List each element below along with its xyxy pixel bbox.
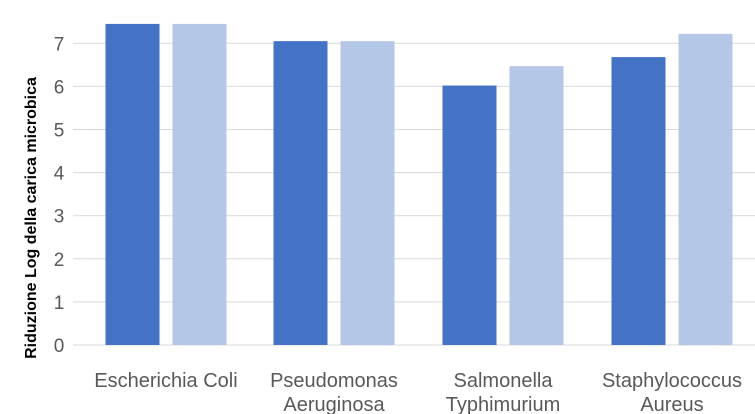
x-category-line: Staphylococcus — [602, 370, 742, 392]
x-category-line: Aeruginosa — [283, 394, 385, 414]
bar-s2-c2 — [340, 41, 395, 346]
bar-s1-c3 — [442, 85, 497, 346]
bar-s2-c1 — [172, 23, 227, 346]
y-tick-label-0: 0 — [54, 336, 65, 357]
x-category-label-1: Escherichia Coli — [94, 370, 237, 392]
x-category-line: Escherichia Coli — [94, 370, 237, 392]
y-axis-ticks: 0 1 2 3 4 5 6 7 — [54, 34, 65, 357]
bar-s1-c1 — [105, 23, 160, 346]
y-tick-label-6: 6 — [54, 77, 65, 98]
x-category-label-2: Pseudomonas Aeruginosa — [270, 370, 398, 414]
y-tick-label-4: 4 — [54, 164, 65, 185]
bar-s1-c2 — [273, 41, 328, 346]
y-axis-label: Riduzione Log della carica microbica — [23, 77, 40, 359]
y-tick-label-7: 7 — [54, 34, 65, 55]
y-tick-label-2: 2 — [54, 250, 65, 271]
x-category-line: Pseudomonas — [270, 370, 398, 392]
x-category-label-3: Salmonella Typhimurium — [446, 370, 560, 414]
x-category-line: Salmonella — [454, 370, 554, 392]
bar-s2-c3 — [509, 66, 564, 345]
y-tick-label-1: 1 — [54, 293, 65, 314]
x-axis-categories: Escherichia Coli Pseudomonas Aeruginosa Sal… — [94, 370, 742, 414]
x-category-line: Typhimurium — [446, 394, 560, 414]
bar-s1-c4 — [611, 57, 666, 345]
bar-s2-c4 — [678, 33, 733, 346]
x-category-label-4: Staphylococcus Aureus — [602, 370, 742, 414]
y-tick-label-5: 5 — [54, 121, 65, 142]
x-category-line: Aureus — [640, 394, 703, 414]
bars — [105, 23, 733, 346]
y-tick-label-3: 3 — [54, 207, 65, 228]
